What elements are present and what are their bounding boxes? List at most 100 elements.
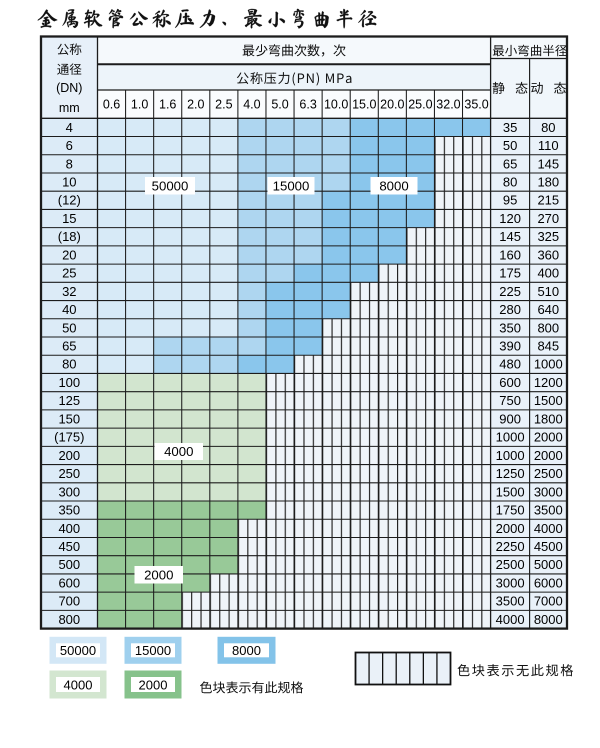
svg-text:390: 390 <box>499 339 521 354</box>
svg-text:50000: 50000 <box>60 643 96 658</box>
svg-text:800: 800 <box>58 612 80 627</box>
svg-text:400: 400 <box>58 521 80 536</box>
svg-text:mm: mm <box>59 101 80 115</box>
svg-text:2000: 2000 <box>139 677 168 692</box>
svg-text:110: 110 <box>538 138 559 153</box>
svg-text:20: 20 <box>62 247 76 262</box>
svg-text:3000: 3000 <box>496 575 525 590</box>
svg-text:50000: 50000 <box>152 178 189 193</box>
svg-text:215: 215 <box>537 193 559 208</box>
svg-text:32.0: 32.0 <box>436 97 460 111</box>
svg-text:350: 350 <box>58 503 80 518</box>
svg-text:640: 640 <box>537 302 559 317</box>
svg-text:5.0: 5.0 <box>271 97 288 111</box>
svg-text:1500: 1500 <box>534 393 563 408</box>
svg-text:(175): (175) <box>54 430 84 445</box>
svg-text:3500: 3500 <box>534 503 563 518</box>
svg-text:150: 150 <box>58 411 80 426</box>
svg-text:4000: 4000 <box>64 677 93 692</box>
svg-text:480: 480 <box>499 357 521 372</box>
svg-text:20.0: 20.0 <box>380 97 404 111</box>
svg-text:200: 200 <box>58 448 80 463</box>
svg-text:(DN): (DN) <box>56 81 82 95</box>
svg-text:175: 175 <box>499 266 521 281</box>
svg-text:10: 10 <box>62 174 76 189</box>
svg-text:145: 145 <box>537 156 559 171</box>
svg-text:3500: 3500 <box>496 594 525 609</box>
svg-text:15.0: 15.0 <box>352 97 376 111</box>
svg-text:180: 180 <box>537 174 559 189</box>
svg-text:2500: 2500 <box>534 466 563 481</box>
svg-text:10.0: 10.0 <box>324 97 348 111</box>
svg-text:1800: 1800 <box>534 411 563 426</box>
svg-text:160: 160 <box>499 247 521 262</box>
svg-text:25.0: 25.0 <box>408 97 432 111</box>
svg-text:145: 145 <box>499 229 521 244</box>
svg-text:360: 360 <box>537 247 559 262</box>
svg-text:6.3: 6.3 <box>299 97 316 111</box>
svg-text:2500: 2500 <box>496 557 525 572</box>
svg-text:300: 300 <box>58 484 80 499</box>
svg-text:845: 845 <box>537 339 559 354</box>
svg-text:700: 700 <box>58 594 80 609</box>
svg-text:65: 65 <box>62 339 76 354</box>
svg-text:270: 270 <box>537 211 559 226</box>
svg-text:2000: 2000 <box>144 567 173 582</box>
svg-text:1500: 1500 <box>496 484 525 499</box>
svg-text:2000: 2000 <box>534 430 563 445</box>
svg-text:50: 50 <box>503 138 517 153</box>
svg-text:1000: 1000 <box>534 357 563 372</box>
svg-text:6000: 6000 <box>534 575 563 590</box>
svg-text:2000: 2000 <box>534 448 563 463</box>
svg-text:80: 80 <box>503 174 517 189</box>
svg-text:80: 80 <box>62 357 76 372</box>
svg-text:1000: 1000 <box>496 448 525 463</box>
svg-text:3000: 3000 <box>534 484 563 499</box>
svg-text:(12): (12) <box>58 193 81 208</box>
svg-text:4000: 4000 <box>496 612 525 627</box>
svg-text:600: 600 <box>58 575 80 590</box>
svg-text:32: 32 <box>62 284 76 299</box>
svg-text:6: 6 <box>66 138 73 153</box>
svg-text:(18): (18) <box>58 229 81 244</box>
svg-text:100: 100 <box>58 375 80 390</box>
svg-text:120: 120 <box>499 211 521 226</box>
svg-text:1250: 1250 <box>496 466 525 481</box>
svg-text:0.6: 0.6 <box>103 97 120 111</box>
svg-text:80: 80 <box>541 120 555 135</box>
svg-text:5000: 5000 <box>534 557 563 572</box>
svg-text:750: 750 <box>499 393 521 408</box>
svg-text:450: 450 <box>58 539 80 554</box>
svg-text:325: 325 <box>537 229 559 244</box>
svg-text:510: 510 <box>537 284 559 299</box>
svg-text:125: 125 <box>58 393 80 408</box>
svg-text:35: 35 <box>503 120 517 135</box>
svg-text:500: 500 <box>58 557 80 572</box>
svg-text:1.6: 1.6 <box>159 97 176 111</box>
svg-text:15000: 15000 <box>273 178 310 193</box>
svg-text:4.0: 4.0 <box>243 97 260 111</box>
svg-text:4000: 4000 <box>164 444 193 459</box>
svg-text:4: 4 <box>66 120 73 135</box>
svg-text:40: 40 <box>62 302 76 317</box>
svg-text:95: 95 <box>503 193 517 208</box>
svg-text:1000: 1000 <box>496 430 525 445</box>
svg-text:600: 600 <box>499 375 521 390</box>
svg-text:65: 65 <box>503 156 517 171</box>
svg-text:2250: 2250 <box>496 539 525 554</box>
svg-text:8000: 8000 <box>534 612 563 627</box>
svg-text:2000: 2000 <box>496 521 525 536</box>
svg-text:35.0: 35.0 <box>464 97 488 111</box>
svg-text:7000: 7000 <box>534 594 563 609</box>
svg-text:900: 900 <box>499 411 521 426</box>
svg-text:2.5: 2.5 <box>215 97 232 111</box>
svg-text:800: 800 <box>537 320 559 335</box>
svg-text:225: 225 <box>499 284 521 299</box>
svg-text:8000: 8000 <box>379 178 408 193</box>
svg-text:4500: 4500 <box>534 539 563 554</box>
svg-text:4000: 4000 <box>534 521 563 536</box>
svg-text:8: 8 <box>66 156 73 171</box>
svg-text:50: 50 <box>62 320 76 335</box>
svg-text:15: 15 <box>62 211 76 226</box>
svg-text:8000: 8000 <box>232 643 261 658</box>
